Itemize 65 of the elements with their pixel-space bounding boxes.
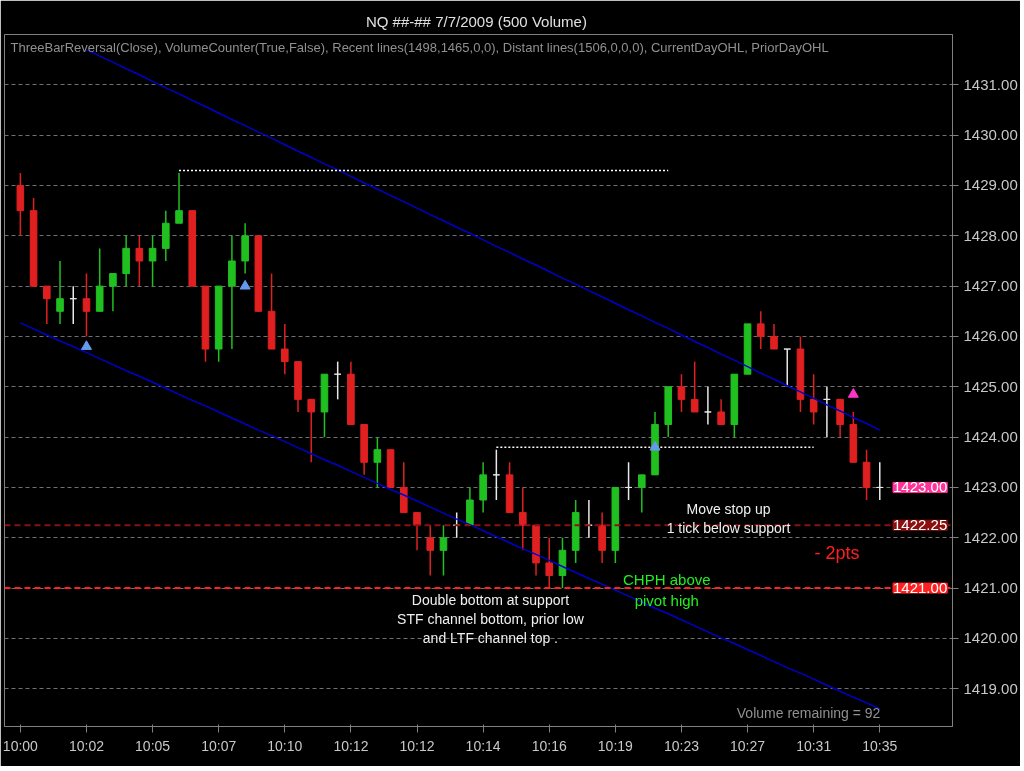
x-tick-label: 10:00 <box>2 737 39 754</box>
y-tick-label: 1422.00 <box>963 528 1018 546</box>
y-tick-label: 1421.00 <box>963 579 1018 597</box>
candlestick <box>82 272 91 338</box>
y-tick-label: 1427.00 <box>963 277 1018 295</box>
ref-line-label: 1422.25 <box>893 516 948 534</box>
y-tick-label: 1429.00 <box>963 176 1018 194</box>
x-tick-label: 10:27 <box>730 737 766 754</box>
x-tick-label: 10:14 <box>465 737 501 754</box>
candlestick <box>492 448 501 501</box>
annotation: ThreeBarReversal(Close), VolumeCounter(True,False), Recent lines(1498,1465,0,0), Distant lines(1506,0,0,0), CurrentDayOHL, PriorDayOHL <box>10 39 829 55</box>
candlestick <box>426 524 435 577</box>
candlestick <box>56 260 64 325</box>
candlestick <box>281 323 289 375</box>
x-tick-label: 10:10 <box>267 737 303 754</box>
candlestick <box>43 285 51 325</box>
candlestick <box>809 373 818 426</box>
x-tick-label: 10:02 <box>68 737 105 754</box>
candlestick <box>373 436 382 489</box>
candlestick <box>717 398 725 426</box>
candlestick <box>135 235 144 287</box>
point <box>80 340 92 350</box>
point <box>847 388 859 398</box>
point <box>239 279 251 290</box>
candlestick <box>545 537 554 589</box>
candlestick <box>307 398 316 464</box>
x-tick-label: 10:35 <box>862 737 898 754</box>
x-tick-label: 10:12 <box>399 737 435 754</box>
text: 1423.00 <box>893 478 948 496</box>
y-tick-label: 1420.00 <box>963 629 1018 647</box>
candlestick <box>770 323 778 350</box>
x-tick-label: 10:12 <box>333 737 369 754</box>
candlestick <box>677 373 686 413</box>
annotation: - 2pts <box>814 543 860 564</box>
y-tick-label: 1428.00 <box>963 226 1018 244</box>
ref-line-label: 1421.00 <box>893 579 948 597</box>
candlestick <box>439 524 448 577</box>
y-tick-label: 1431.00 <box>963 75 1018 93</box>
annotation: Volume remaining = 92 <box>736 704 881 721</box>
candlestick <box>690 360 699 413</box>
chart-title: NQ ##-## 7/7/2009 (500 Volume) <box>365 12 587 30</box>
point <box>649 440 661 451</box>
x-tick-label: 10:16 <box>531 737 567 754</box>
x-tick-label: 10:31 <box>796 737 832 754</box>
y-tick-label: 1426.00 <box>963 327 1018 345</box>
annotation: Double bottom at support STF channel bottom, prior low and LTF channel top . <box>397 591 585 646</box>
candlestick <box>148 235 157 287</box>
x-tick-label: 10:05 <box>135 737 171 754</box>
x-tick-label: 10:07 <box>201 737 237 754</box>
candlestick <box>783 348 792 388</box>
annotation: CHPH above pivot high <box>623 571 711 609</box>
candlestick <box>637 474 646 514</box>
x-tick-label: 10:19 <box>597 737 634 754</box>
y-tick-label: 1425.00 <box>963 377 1018 395</box>
candlestick <box>704 386 712 426</box>
candlestick <box>109 272 117 313</box>
y-tick-label: 1430.00 <box>963 126 1018 144</box>
y-tick-label: 1424.00 <box>963 428 1018 446</box>
y-tick-label: 1423.00 <box>963 478 1018 496</box>
y-tick-label: 1419.00 <box>963 679 1018 697</box>
candlestick <box>413 511 421 552</box>
x-tick-label: 10:23 <box>663 737 700 754</box>
candlestick <box>175 172 183 224</box>
annotation: Move stop up 1 tick below support <box>666 500 791 537</box>
candlestick <box>756 310 765 350</box>
